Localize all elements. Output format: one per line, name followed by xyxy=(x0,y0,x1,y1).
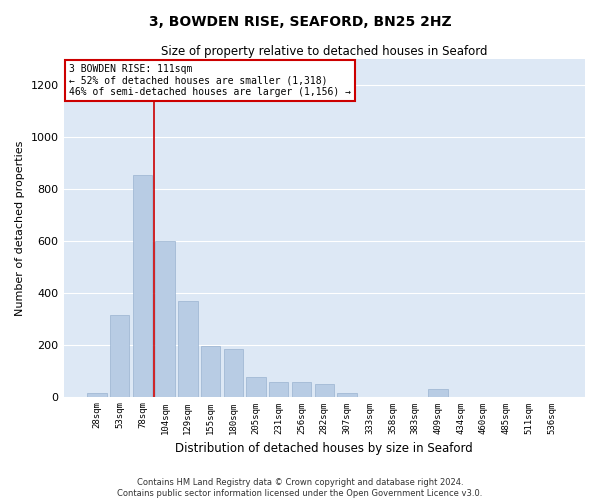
Text: 3 BOWDEN RISE: 111sqm
← 52% of detached houses are smaller (1,318)
46% of semi-d: 3 BOWDEN RISE: 111sqm ← 52% of detached … xyxy=(69,64,351,98)
Text: 3, BOWDEN RISE, SEAFORD, BN25 2HZ: 3, BOWDEN RISE, SEAFORD, BN25 2HZ xyxy=(149,15,451,29)
Bar xyxy=(87,392,107,396)
Text: Contains HM Land Registry data © Crown copyright and database right 2024.
Contai: Contains HM Land Registry data © Crown c… xyxy=(118,478,482,498)
Bar xyxy=(201,346,220,397)
Bar xyxy=(224,348,243,397)
Bar xyxy=(337,392,356,396)
Bar xyxy=(247,377,266,396)
Y-axis label: Number of detached properties: Number of detached properties xyxy=(15,140,25,316)
Bar xyxy=(133,174,152,396)
Bar xyxy=(155,241,175,396)
X-axis label: Distribution of detached houses by size in Seaford: Distribution of detached houses by size … xyxy=(175,442,473,455)
Bar xyxy=(269,382,289,396)
Bar xyxy=(178,300,197,396)
Bar xyxy=(292,382,311,396)
Title: Size of property relative to detached houses in Seaford: Size of property relative to detached ho… xyxy=(161,45,488,58)
Bar xyxy=(314,384,334,396)
Bar xyxy=(110,315,130,396)
Bar xyxy=(428,389,448,396)
